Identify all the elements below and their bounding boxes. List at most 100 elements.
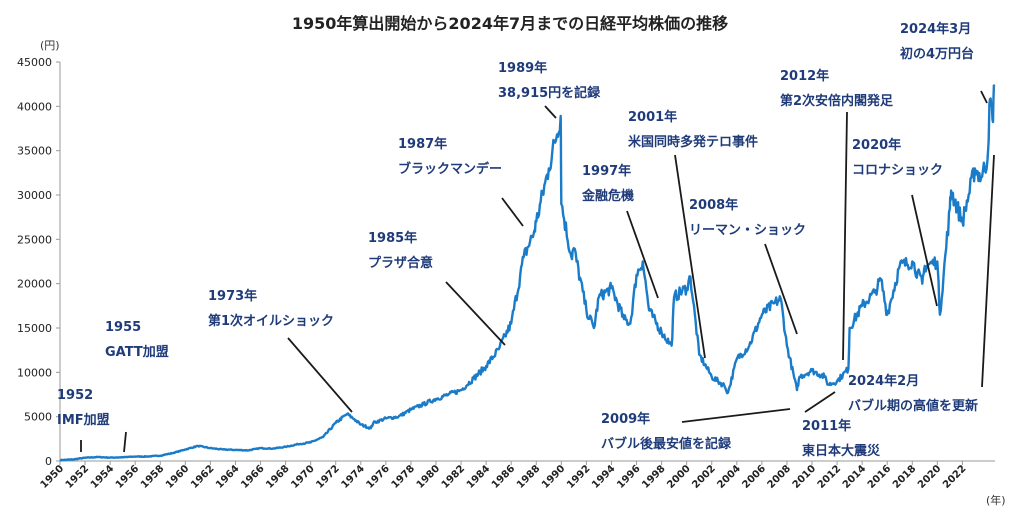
series-group [59, 84, 996, 462]
annotation-leader [764, 243, 798, 335]
annotation-text: 2009年 [601, 411, 650, 427]
annotation-text: 米国同時多発テロ事件 [628, 134, 758, 150]
x-tick-label: 2012 [816, 463, 843, 490]
x-tick-label: 1982 [440, 463, 467, 490]
annotation-leader [681, 408, 791, 423]
x-tick-label: 1978 [390, 463, 417, 490]
x-tick-label: 1994 [590, 463, 617, 490]
x-tick-label: 2006 [741, 463, 768, 490]
annotation-text: GATT加盟 [105, 344, 169, 360]
y-tick-label: 15000 [17, 322, 52, 335]
annotation-text: 1973年 [208, 288, 257, 304]
annotation-leader [626, 210, 659, 299]
annotation-leader [544, 105, 557, 119]
x-tick-label: 1974 [339, 463, 366, 490]
annotation-text: 38,915円を記録 [498, 85, 601, 101]
y-tick-label: 25000 [17, 233, 52, 246]
x-axis-ticks: 1950195219541956195819601962196419661968… [39, 461, 969, 491]
x-tick-label: 1988 [515, 463, 542, 490]
annotation-text: リーマン・ショック [689, 223, 806, 238]
x-tick-label: 2004 [715, 463, 742, 490]
annotation-text: バブル後最安値を記録 [601, 436, 732, 452]
x-tick-label: 1992 [565, 463, 592, 490]
y-tick-label: 40000 [17, 100, 52, 113]
axes [59, 62, 995, 462]
x-tick-label: 1952 [64, 463, 91, 490]
x-tick-label: 1954 [89, 463, 116, 490]
annotation-text: 2001年 [628, 109, 677, 125]
annotation-leader [445, 281, 506, 346]
annotation-leader [123, 431, 127, 453]
x-tick-label: 1962 [189, 463, 216, 490]
annotation-text: 2020年 [852, 137, 901, 153]
y-tick-label: 10000 [17, 366, 52, 379]
annotation-text: 東日本大震災 [802, 443, 881, 459]
x-tick-label: 1996 [615, 463, 642, 490]
annotation-text: 第2次安倍内閣発足 [780, 93, 894, 109]
x-tick-label: 1972 [314, 463, 341, 490]
chart-title: 1950年算出開始から2024年7月までの日経平均株価の推移 [292, 14, 728, 33]
x-tick-label: 2018 [891, 463, 918, 490]
annotation-text: 初の4万円台 [900, 46, 974, 62]
x-tick-label: 1966 [239, 463, 266, 490]
annotation-leader [981, 154, 995, 388]
annotation-text: ブラックマンデー [398, 161, 502, 177]
annotation-leaders [80, 90, 995, 453]
x-tick-label: 2016 [866, 463, 893, 490]
x-tick-label: 1970 [289, 463, 316, 490]
x-tick-label: 2010 [791, 463, 818, 490]
x-tick-label: 1986 [490, 463, 517, 490]
annotation-text: 1997年 [582, 163, 631, 179]
annotation-text: プラザ合意 [368, 255, 433, 271]
annotation-text: 2024年2月 [848, 373, 919, 389]
annotation-text: 1987年 [398, 136, 447, 152]
x-tick-label: 2022 [941, 463, 968, 490]
annotation-leader [501, 197, 524, 227]
annotation-text: コロナショック [852, 163, 943, 178]
annotation-text: 金融危機 [581, 188, 634, 204]
annotation-text: 2008年 [689, 197, 738, 213]
y-tick-label: 30000 [17, 189, 52, 202]
x-tick-label: 2000 [665, 463, 692, 490]
y-tick-label: 35000 [17, 145, 52, 158]
annotation-leader [674, 154, 706, 359]
annotation-text: 2024年3月 [900, 21, 971, 37]
x-tick-label: 1956 [114, 463, 141, 490]
annotation-text: 1955 [105, 320, 141, 335]
annotation-leader [287, 337, 353, 413]
annotation-text: バブル期の高値を更新 [848, 398, 978, 414]
y-tick-label: 0 [45, 455, 52, 468]
x-tick-label: 1984 [465, 463, 492, 490]
annotation-text: 2011年 [802, 418, 851, 434]
x-tick-label: 1998 [640, 463, 667, 490]
annotation-text: 1989年 [498, 60, 547, 76]
nikkei-line [59, 84, 996, 462]
x-tick-label: 1976 [365, 463, 392, 490]
annotation-text: 2012年 [780, 68, 829, 84]
x-tick-label: 2002 [690, 463, 717, 490]
x-tick-label: 1980 [415, 463, 442, 490]
x-tick-label: 2020 [916, 463, 943, 490]
annotation-text: IMF加盟 [57, 412, 110, 428]
annotation-leader [804, 391, 836, 413]
x-tick-label: 1950 [39, 463, 66, 490]
x-tick-label: 1968 [264, 463, 291, 490]
y-axis-ticks: 0 5000 10000 15000 20000 25000 30000 35000 40000… [17, 56, 60, 468]
annotation-leader [980, 90, 988, 104]
annotation-text: 第1次オイルショック [208, 313, 334, 329]
y-axis-unit: (円) [40, 39, 60, 52]
annotation-leader [911, 194, 938, 307]
x-tick-label: 1958 [139, 463, 166, 490]
annotation-text: 1952 [57, 388, 93, 403]
annotation-text: 1985年 [368, 230, 417, 246]
x-tick-label: 1960 [164, 463, 191, 490]
x-tick-label: 2014 [841, 463, 868, 490]
y-tick-label: 45000 [17, 56, 52, 69]
annotation-leader [842, 111, 848, 361]
y-tick-label: 20000 [17, 278, 52, 291]
x-tick-label: 1990 [540, 463, 567, 490]
x-tick-label: 2008 [766, 463, 793, 490]
x-tick-label: 1964 [214, 463, 241, 490]
